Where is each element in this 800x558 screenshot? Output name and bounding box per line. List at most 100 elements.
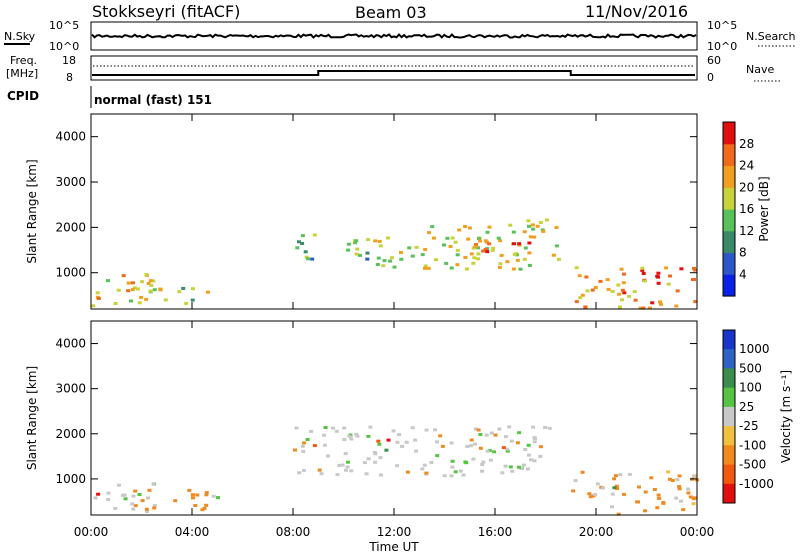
- echo-cell: [692, 496, 697, 500]
- echo-cell: [448, 245, 453, 248]
- y-tick-label: 4000: [55, 130, 86, 144]
- echo-cell: [106, 498, 111, 501]
- colorbar-swatch: [723, 464, 735, 485]
- nave-trace: [92, 70, 695, 76]
- echo-cell: [453, 240, 458, 244]
- nave-tick-top: 60: [707, 54, 721, 67]
- echo-cell: [384, 448, 389, 452]
- echo-cell: [668, 274, 672, 278]
- echo-cell: [346, 248, 351, 252]
- echo-cell: [337, 464, 342, 467]
- echo-cell: [507, 425, 512, 429]
- echo-cell: [193, 504, 198, 507]
- echo-cell: [382, 259, 387, 263]
- colorbar-frame: [722, 329, 736, 504]
- noise-right-label: N.Search: [746, 30, 796, 43]
- echo-cell: [184, 301, 189, 305]
- echo-cell: [465, 444, 470, 448]
- echo-cell: [664, 266, 669, 270]
- echo-cell: [519, 466, 524, 470]
- echo-cell: [497, 427, 502, 431]
- echo-cell: [498, 239, 503, 243]
- echo-cell: [521, 463, 526, 467]
- beam-title: Beam 03: [355, 3, 427, 22]
- echo-cell: [116, 288, 121, 292]
- echo-cell: [204, 503, 209, 507]
- echo-cell: [458, 469, 463, 473]
- colorbar-tick-label: 1000: [739, 342, 770, 356]
- echo-cell: [347, 434, 352, 438]
- echo-cell: [449, 474, 454, 478]
- colorbar-swatch: [723, 252, 735, 275]
- echo-cell: [469, 444, 473, 448]
- echo-cell: [467, 226, 472, 230]
- echo-cell: [538, 445, 543, 449]
- echo-cell: [377, 239, 382, 243]
- echo-cell: [505, 260, 510, 264]
- echo-cell: [144, 273, 149, 277]
- colorbar-tick-label: 8: [739, 246, 747, 260]
- echo-cell: [512, 242, 516, 246]
- echo-cell: [527, 241, 532, 245]
- echo-cell: [145, 510, 149, 513]
- echo-cell: [399, 251, 403, 254]
- echo-cell: [484, 433, 489, 437]
- echo-cell: [571, 489, 576, 493]
- echo-cell: [420, 253, 425, 257]
- y-tick-label: 3000: [55, 382, 86, 396]
- echo-cell: [657, 496, 662, 500]
- echo-cell: [643, 490, 648, 494]
- echo-cell: [627, 294, 632, 298]
- echo-cell: [349, 437, 354, 441]
- echo-cell: [476, 252, 481, 256]
- echo-cell: [615, 487, 620, 490]
- echo-cell: [364, 472, 369, 476]
- echo-cell: [511, 230, 516, 234]
- echo-cell: [610, 505, 614, 509]
- x-tick-label: 08:00: [276, 525, 311, 539]
- echo-cell: [618, 473, 623, 477]
- colorbar-swatch: [723, 122, 735, 145]
- y-tick-label: 2000: [55, 427, 86, 441]
- echo-cell: [584, 275, 589, 279]
- echo-cell: [423, 248, 428, 251]
- echo-cell: [650, 301, 655, 305]
- echo-cell: [375, 263, 380, 266]
- echo-cell: [146, 496, 150, 500]
- echo-cell: [135, 287, 140, 291]
- echo-cell: [616, 512, 621, 516]
- echo-cell: [635, 500, 640, 504]
- echo-cell: [345, 465, 350, 469]
- echo-cell: [504, 447, 509, 451]
- echo-cell: [485, 230, 490, 234]
- echo-cell: [527, 251, 532, 255]
- echo-cell: [152, 288, 157, 292]
- y-tick-label: 2000: [55, 220, 86, 234]
- velocity-panel: 1000 2000 3000 4000 Slant Range [km]: [25, 320, 700, 516]
- echo-cell: [211, 494, 216, 498]
- echo-cell: [121, 274, 126, 278]
- echo-cell: [469, 252, 474, 256]
- echo-cell: [301, 449, 306, 453]
- echo-cell: [464, 461, 469, 465]
- echo-cell: [424, 471, 429, 475]
- echo-cell: [413, 438, 418, 442]
- echo-cell: [205, 290, 210, 294]
- colorbar-tick-label: 4: [739, 267, 747, 281]
- date-title: 11/Nov/2016: [585, 2, 688, 21]
- echo-cell: [144, 297, 149, 301]
- noise-right-tick-bottom: 10^0: [707, 40, 737, 53]
- echo-cell: [503, 435, 508, 439]
- echo-cell: [661, 501, 666, 505]
- echo-cell: [195, 493, 200, 497]
- echo-cell: [414, 449, 419, 453]
- echo-cell: [312, 233, 317, 237]
- echo-cell: [342, 438, 347, 442]
- echo-cell: [488, 458, 493, 462]
- echo-cell: [476, 246, 481, 250]
- colorbar-swatch: [723, 274, 735, 297]
- echo-cell: [574, 300, 579, 304]
- echo-cell: [600, 486, 605, 490]
- echo-cell: [619, 267, 624, 271]
- echo-cell: [620, 298, 624, 302]
